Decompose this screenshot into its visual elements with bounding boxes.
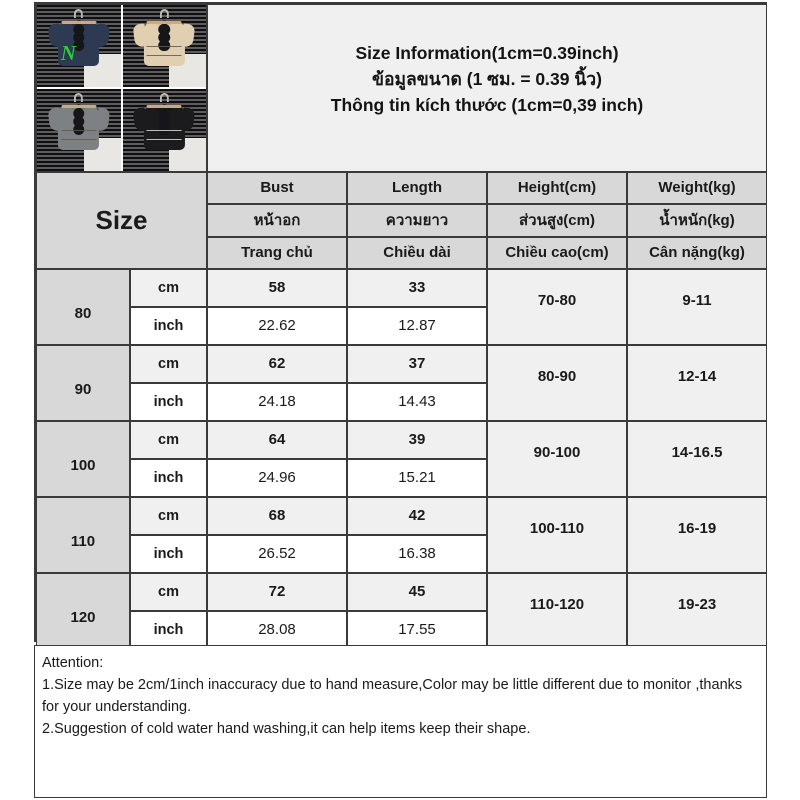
size-column-header: Size — [36, 172, 207, 269]
size-label-120: 120 — [36, 573, 130, 649]
unit-label-inch-120: inch — [130, 611, 207, 649]
tshirt-graphic — [47, 104, 111, 151]
header-height-en: Height(cm) — [487, 172, 627, 204]
attention-note: Attention: 1.Size may be 2cm/1inch inacc… — [34, 645, 767, 798]
bust-inch-120: 28.08 — [207, 611, 347, 649]
bust-inch-80: 22.62 — [207, 307, 347, 345]
length-cm-100: 39 — [347, 421, 487, 459]
unit-label-inch-90: inch — [130, 383, 207, 421]
length-inch-90: 14.43 — [347, 383, 487, 421]
weight-range-100: 14-16.5 — [627, 421, 767, 497]
title-line-vietnamese: Thông tin kích thước (1cm=0,39 inch) — [330, 95, 644, 116]
weight-range-90: 12-14 — [627, 345, 767, 421]
header-length-th: ความยาว — [347, 204, 487, 237]
product-photo-gray-tshirt — [37, 89, 121, 171]
length-inch-100: 15.21 — [347, 459, 487, 497]
unit-label-cm-100: cm — [130, 421, 207, 459]
bust-inch-100: 24.96 — [207, 459, 347, 497]
bust-inch-110: 26.52 — [207, 535, 347, 573]
title-block: Size Information(1cm=0.39inch) ข้อมูลขนา… — [207, 4, 767, 172]
weight-range-120: 19-23 — [627, 573, 767, 649]
bust-cm-110: 68 — [207, 497, 347, 535]
unit-label-inch-100: inch — [130, 459, 207, 497]
length-cm-120: 45 — [347, 573, 487, 611]
brand-logo: N — [60, 40, 76, 65]
header-length-vi: Chiều dài — [347, 237, 487, 269]
header-bust-en: Bust — [207, 172, 347, 204]
header-weight-th: น้ำหนัก(kg) — [627, 204, 767, 237]
length-cm-90: 37 — [347, 345, 487, 383]
attention-line-1: 1.Size may be 2cm/1inch inaccuracy due t… — [42, 677, 743, 716]
header-length-en: Length — [347, 172, 487, 204]
bust-cm-100: 64 — [207, 421, 347, 459]
height-range-90: 80-90 — [487, 345, 627, 421]
length-inch-110: 16.38 — [347, 535, 487, 573]
header-bust-th: หน้าอก — [207, 204, 347, 237]
product-photo-black-tshirt — [122, 89, 206, 171]
height-range-100: 90-100 — [487, 421, 627, 497]
product-photo-navy-tshirt: N — [37, 5, 121, 87]
bust-cm-90: 62 — [207, 345, 347, 383]
size-chart-table: N Size Information(1cm=0.39inch) ข้อมูลข… — [34, 2, 767, 649]
length-cm-110: 42 — [347, 497, 487, 535]
length-cm-80: 33 — [347, 269, 487, 307]
bust-cm-80: 58 — [207, 269, 347, 307]
unit-label-cm-80: cm — [130, 269, 207, 307]
header-weight-en: Weight(kg) — [627, 172, 767, 204]
photo-grid: N — [37, 5, 206, 171]
header-weight-vi: Cân nặng(kg) — [627, 237, 767, 269]
unit-label-inch-110: inch — [130, 535, 207, 573]
size-label-80: 80 — [36, 269, 130, 345]
hanger-icon — [61, 92, 97, 108]
weight-range-80: 9-11 — [627, 269, 767, 345]
tshirt-graphic: N — [47, 20, 111, 67]
title-line-english: Size Information(1cm=0.39inch) — [355, 42, 619, 63]
height-range-120: 110-120 — [487, 573, 627, 649]
height-range-110: 100-110 — [487, 497, 627, 573]
product-photo-beige-tshirt — [122, 5, 206, 87]
size-label-90: 90 — [36, 345, 130, 421]
hanger-icon — [146, 92, 182, 108]
attention-line-2: 2.Suggestion of cold water hand washing,… — [42, 721, 531, 738]
header-bust-vi: Trang chủ — [207, 237, 347, 269]
unit-label-inch-80: inch — [130, 307, 207, 345]
unit-label-cm-120: cm — [130, 573, 207, 611]
bust-inch-90: 24.18 — [207, 383, 347, 421]
size-label-110: 110 — [36, 497, 130, 573]
length-inch-80: 12.87 — [347, 307, 487, 345]
length-inch-120: 17.55 — [347, 611, 487, 649]
title-line-thai: ข้อมูลขนาด (1 ซม. = 0.39 นิ้ว) — [372, 68, 602, 89]
unit-label-cm-90: cm — [130, 345, 207, 383]
size-label-100: 100 — [36, 421, 130, 497]
bust-cm-120: 72 — [207, 573, 347, 611]
height-range-80: 70-80 — [487, 269, 627, 345]
weight-range-110: 16-19 — [627, 497, 767, 573]
tshirt-graphic — [132, 104, 196, 151]
product-image-collage: N — [36, 4, 207, 172]
hanger-icon — [61, 8, 97, 24]
hanger-icon — [146, 8, 182, 24]
attention-heading: Attention: — [42, 655, 104, 671]
header-height-vi: Chiều cao(cm) — [487, 237, 627, 269]
header-height-th: ส่วนสูง(cm) — [487, 204, 627, 237]
unit-label-cm-110: cm — [130, 497, 207, 535]
tshirt-graphic — [132, 20, 196, 67]
